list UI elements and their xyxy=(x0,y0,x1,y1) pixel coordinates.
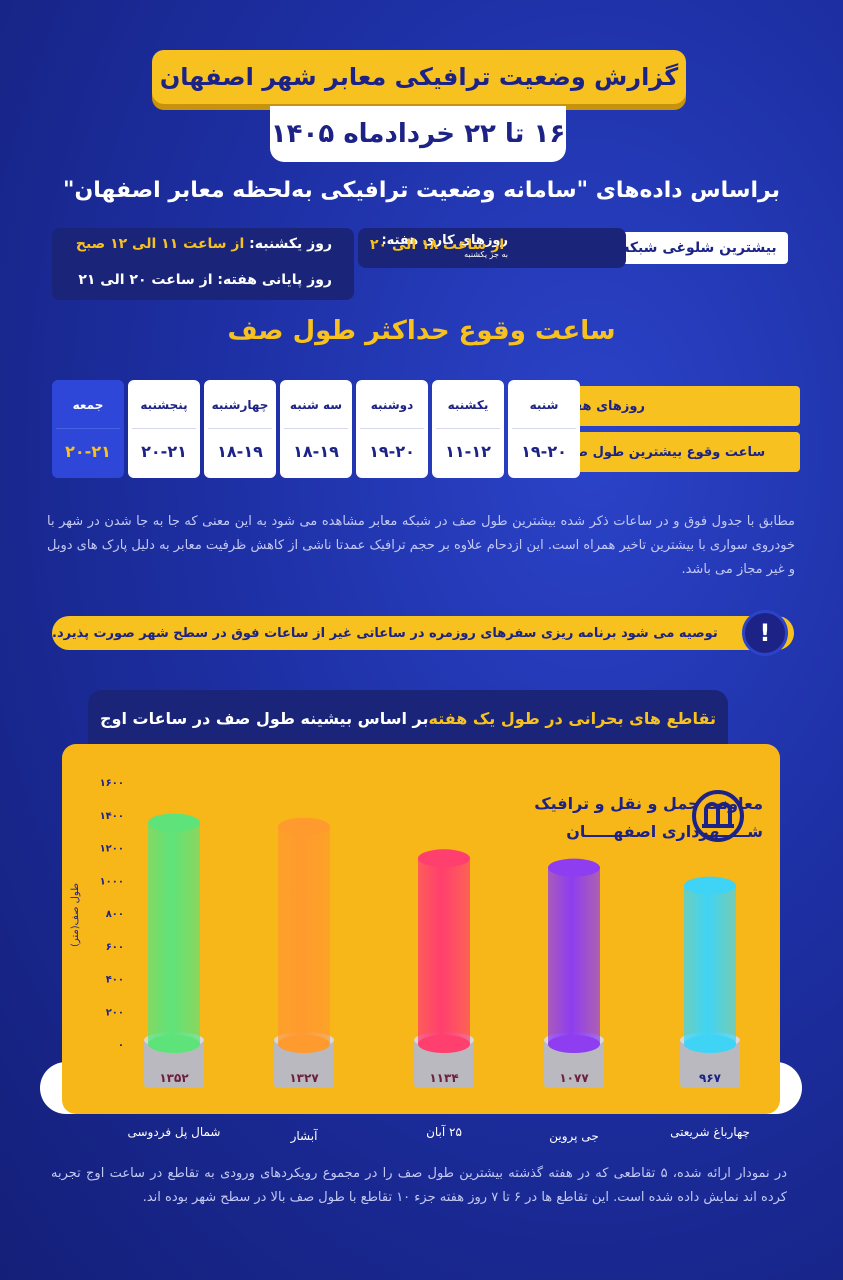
day-name: چهارشنبه xyxy=(211,398,269,412)
weekday-peak-box: روزهای کاری هفته: به جز یکشنبه از ساعت ۱… xyxy=(358,228,626,268)
bar-pedestal xyxy=(274,1040,334,1088)
day-name: جمعه xyxy=(72,398,104,412)
weekday-note: به جز یکشنبه xyxy=(464,250,508,259)
bar-cap xyxy=(548,858,600,877)
x-category-label: ۲۵ آبان xyxy=(426,1124,462,1139)
peak-hours: ۱۸-۱۹ xyxy=(293,442,339,461)
data-label: ۱۱۳۴ xyxy=(429,1071,458,1085)
peak-hours: ۲۰-۲۱ xyxy=(65,442,111,461)
bar xyxy=(148,822,200,1044)
bar-bottom xyxy=(148,1035,200,1053)
weekend-key: روز پایانی هفته: xyxy=(217,272,332,288)
row-label-days: روزهای هفته xyxy=(560,386,800,426)
peak-hours: ۱۱-۱۲ xyxy=(445,442,491,461)
bar-bottom xyxy=(418,1035,470,1053)
bar-pedestal xyxy=(680,1040,740,1088)
day-separator xyxy=(512,428,576,429)
day-separator xyxy=(208,428,272,429)
bar xyxy=(278,826,330,1044)
weekday-value: از ساعت ۱۸ الی ۲۰ xyxy=(370,237,505,253)
day-separator xyxy=(360,428,424,429)
day-separator xyxy=(284,428,348,429)
row-label-hours: ساعت وقوع بیشترین طول صف xyxy=(560,432,800,472)
bar-bottom xyxy=(684,1035,736,1053)
x-category-label: شمال پل فردوسی xyxy=(128,1125,221,1140)
day-column: جمعه ۲۰-۲۱ xyxy=(52,380,124,478)
bar-cap xyxy=(278,817,330,836)
data-label: ۹۶۷ xyxy=(699,1071,722,1085)
bar-cap xyxy=(684,876,736,895)
y-tick-label: ۱۶۰۰ xyxy=(100,778,124,789)
day-name: پنجشنبه xyxy=(140,398,188,412)
weekend-value: از ساعت ۲۰ الی ۲۱ xyxy=(78,272,213,288)
y-tick-label: ۲۰۰ xyxy=(106,1007,124,1018)
bar xyxy=(418,858,470,1044)
bar-cap xyxy=(148,813,200,832)
x-category-label: چهارباغ شریعتی xyxy=(670,1125,750,1140)
peak-hours: ۲۰-۲۱ xyxy=(141,442,187,461)
weekend-row: روز پایانی هفته: از ساعت ۲۰ الی ۲۱ xyxy=(78,272,332,288)
x-category-label: جی پروین xyxy=(549,1129,598,1144)
report-title: گزارش وضعیت ترافیکی معابر شهر اصفهان xyxy=(152,50,686,104)
report-subtitle: براساس داده‌های "سامانه وضعیت ترافیکی به… xyxy=(63,178,780,203)
day-name: دوشنبه xyxy=(370,398,414,412)
day-name: سه شنبه xyxy=(289,398,343,412)
peak-hours: ۱۹-۲۰ xyxy=(521,442,567,461)
y-tick-label: ۴۰۰ xyxy=(106,975,124,986)
y-tick-label: ۱۰۰۰ xyxy=(100,876,124,887)
y-axis-label: طول صف(متر) xyxy=(70,883,81,947)
chart-title-rest: بر اساس بیشینه طول صف در ساعات اوج xyxy=(100,708,429,728)
date-range: ۱۶ تا ۲۲ خردادماه ۱۴۰۵ xyxy=(270,106,566,162)
municipality-logo-icon xyxy=(692,790,744,842)
day-column: یکشنبه ۱۱-۱۲ xyxy=(432,380,504,478)
data-label: ۱۰۷۷ xyxy=(559,1071,589,1085)
recommendation-banner: توصیه می شود برنامه ریزی سفرهای روزمره د… xyxy=(52,616,794,650)
bar-chart: ۰ ۲۰۰ ۴۰۰ ۶۰۰ ۸۰۰ ۱۰۰۰ ۱۲۰۰ ۱۴۰۰ ۱۶۰۰ طول صف(متر)… xyxy=(70,778,750,1144)
day-column: شنبه ۱۹-۲۰ xyxy=(508,380,580,478)
day-column: چهارشنبه ۱۸-۱۹ xyxy=(204,380,276,478)
bar-bottom xyxy=(548,1035,600,1053)
weekday-key: روزهای کاری هفته: xyxy=(381,233,508,248)
day-column: پنجشنبه ۲۰-۲۱ xyxy=(128,380,200,478)
bar xyxy=(548,867,600,1044)
day-separator xyxy=(132,428,196,429)
peak-congestion-label: بیشترین شلوغی شبکه xyxy=(610,232,788,264)
peak-hours: ۱۸-۱۹ xyxy=(217,442,263,461)
day-separator xyxy=(436,428,500,429)
paragraph-chart-explanation: در نمودار ارائه شده، ۵ تقاطعی که در هفته… xyxy=(51,1166,787,1205)
data-label: ۱۳۵۲ xyxy=(159,1071,189,1085)
y-tick-label: ۶۰۰ xyxy=(106,942,124,953)
exclamation-icon: ! xyxy=(742,610,788,656)
y-tick-label: ۰ xyxy=(118,1040,124,1051)
bar-bottom xyxy=(278,1035,330,1053)
chart-title-highlight: تقاطع های بحرانی در طول یک هفته xyxy=(428,708,717,728)
chart-title: تقاطع های بحرانی در طول یک هفته بر اساس … xyxy=(88,690,728,746)
bar xyxy=(684,885,736,1044)
y-tick-label: ۱۴۰۰ xyxy=(100,811,124,822)
section-title: ساعت وقوع حداکثر طول صف xyxy=(227,316,616,346)
day-column: دوشنبه ۱۹-۲۰ xyxy=(356,380,428,478)
sunday-value: از ساعت ۱۱ الی ۱۲ صبح xyxy=(75,236,245,252)
sunday-row: روز یکشنبه: از ساعت ۱۱ الی ۱۲ صبح xyxy=(76,236,332,252)
y-tick-label: ۱۲۰۰ xyxy=(100,844,124,855)
bar-cap xyxy=(418,849,470,868)
peak-hours: ۱۹-۲۰ xyxy=(369,442,415,461)
bar-pedestal xyxy=(544,1040,604,1088)
day-column: سه شنبه ۱۸-۱۹ xyxy=(280,380,352,478)
paragraph-table-explanation: مطابق با جدول فوق و در ساعات ذکر شده بیش… xyxy=(47,514,795,577)
day-name: یکشنبه xyxy=(447,398,489,412)
weekend-peak-box: روز یکشنبه: از ساعت ۱۱ الی ۱۲ صبح روز پا… xyxy=(52,228,354,300)
sunday-key: روز یکشنبه: xyxy=(249,236,332,252)
y-tick-label: ۸۰۰ xyxy=(106,909,124,920)
data-label: ۱۳۲۷ xyxy=(289,1071,319,1085)
day-name: شنبه xyxy=(529,398,559,412)
bar-pedestal xyxy=(414,1040,474,1088)
bar-pedestal xyxy=(144,1040,204,1088)
x-category-label: آبشار xyxy=(290,1128,318,1144)
day-separator xyxy=(56,428,120,429)
